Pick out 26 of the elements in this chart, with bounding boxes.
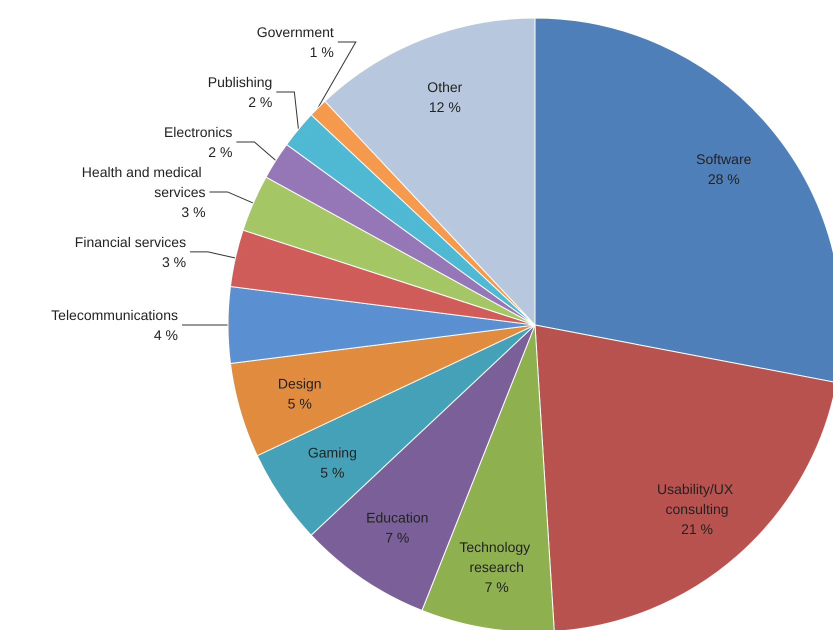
slice-label: Gaming <box>308 444 357 461</box>
data-label: 7 % <box>484 578 509 595</box>
slice-label: Other <box>427 79 463 96</box>
slice-label: Publishing <box>208 74 272 90</box>
slice-label: Health and medical services <box>82 164 206 200</box>
data-label: 7 % <box>385 530 410 546</box>
data-label: 4 % <box>154 327 178 343</box>
data-label: 5 % <box>320 464 344 481</box>
slice-label: Education <box>366 510 428 526</box>
data-label: 1 % <box>310 44 334 60</box>
slice-label: Telecommunications <box>51 307 178 323</box>
data-label: 28 % <box>708 170 740 187</box>
slice-label: Software <box>696 150 752 167</box>
data-label: 3 % <box>181 204 206 220</box>
slice-label: Electronics <box>164 124 232 140</box>
data-label: 21 % <box>681 520 713 537</box>
data-label: 12 % <box>428 99 461 116</box>
slice-label: Design <box>278 375 322 392</box>
data-label: 2 % <box>208 144 232 160</box>
slice-label: Usability/UX consulting <box>656 480 738 517</box>
data-label: 5 % <box>288 395 312 412</box>
slice-label: Financial services <box>74 234 186 250</box>
data-label: 2 % <box>248 94 272 110</box>
slice-label: Technology research <box>459 538 534 575</box>
slice-label: Government <box>256 24 334 40</box>
data-label: 3 % <box>162 254 186 270</box>
